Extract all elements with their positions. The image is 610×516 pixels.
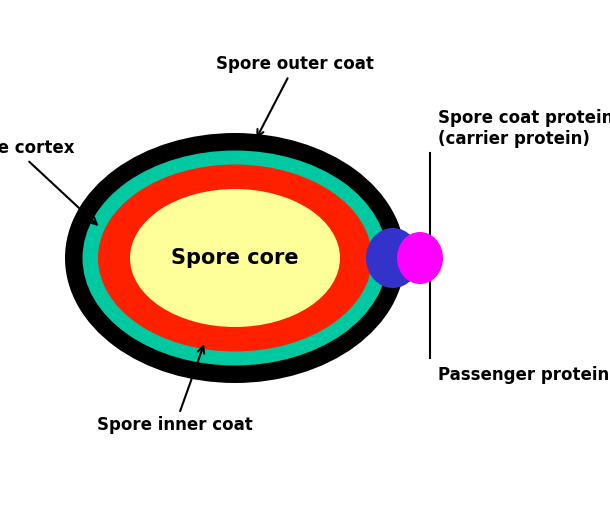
Text: Spore outer coat: Spore outer coat bbox=[216, 55, 374, 136]
Text: Passenger protein: Passenger protein bbox=[438, 366, 609, 384]
Ellipse shape bbox=[82, 151, 387, 365]
Text: Spore cortex: Spore cortex bbox=[0, 139, 97, 224]
Ellipse shape bbox=[366, 228, 420, 288]
Ellipse shape bbox=[397, 232, 443, 284]
Text: Spore core: Spore core bbox=[171, 248, 299, 268]
Ellipse shape bbox=[98, 165, 372, 351]
Text: Spore inner coat: Spore inner coat bbox=[97, 346, 253, 434]
Ellipse shape bbox=[130, 189, 340, 327]
Ellipse shape bbox=[65, 133, 405, 383]
Text: Spore coat protein
(carrier protein): Spore coat protein (carrier protein) bbox=[438, 109, 610, 148]
